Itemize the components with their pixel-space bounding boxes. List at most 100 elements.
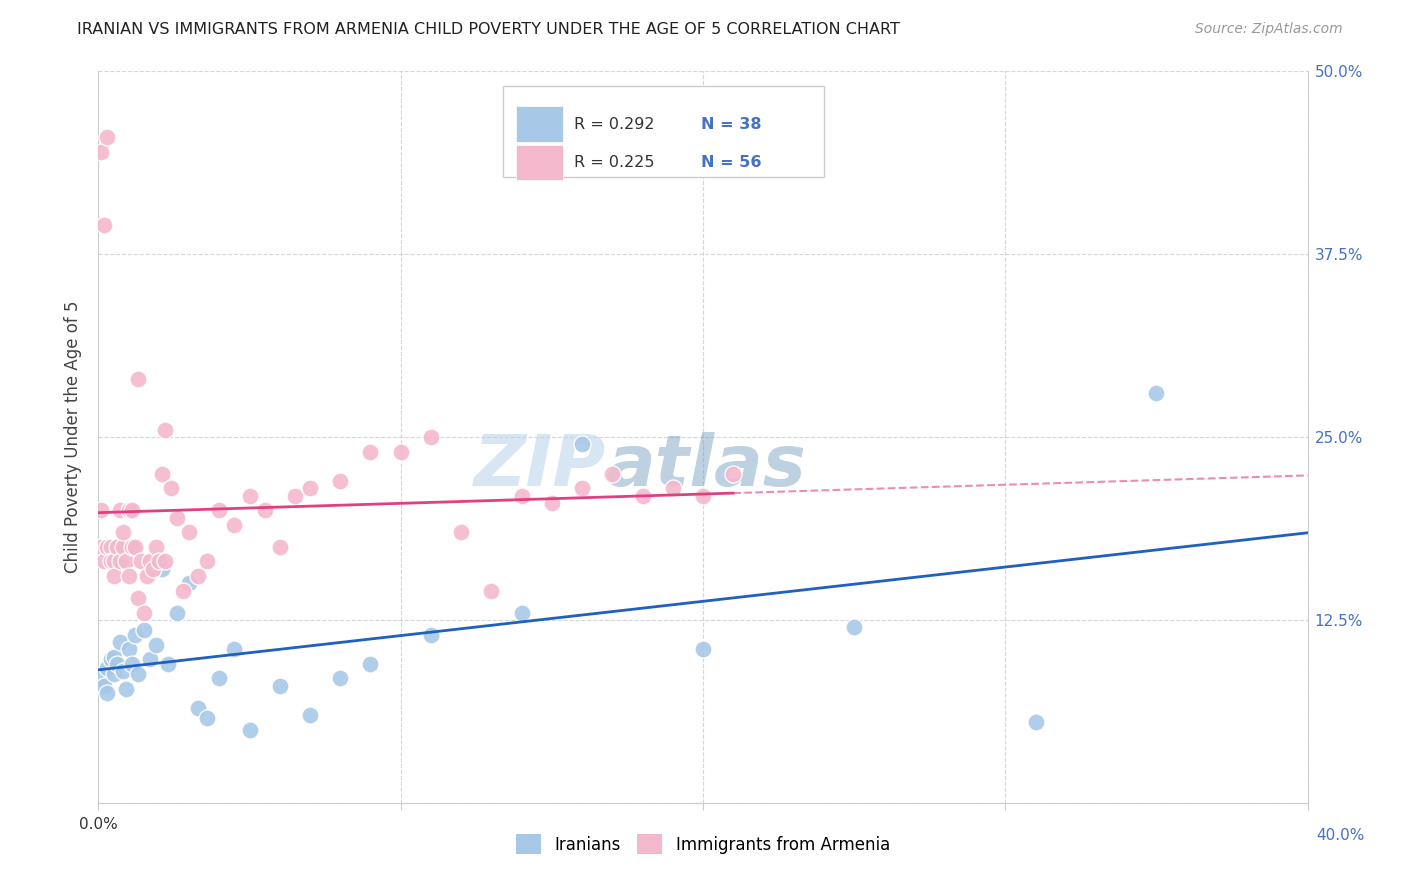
Point (571, 481, 593, 495)
Point (329, 474, 352, 488)
Point (1024, 715, 1046, 730)
Point (139, 554, 162, 568)
Point (148, 554, 170, 568)
Point (481, 583, 503, 598)
Point (172, 583, 194, 598)
Point (844, 620, 866, 634)
Point (105, 540, 128, 554)
Point (269, 679, 291, 693)
Point (150, 467, 173, 481)
Point (299, 481, 322, 495)
Point (329, 672, 352, 686)
Point (124, 540, 146, 554)
Point (118, 503, 141, 517)
Point (510, 489, 533, 503)
Point (150, 562, 173, 576)
Point (166, 606, 188, 620)
Point (166, 510, 188, 524)
Text: ZIP: ZIP (474, 432, 606, 500)
Point (360, 657, 382, 671)
Point (135, 569, 157, 583)
Text: 40.0%: 40.0% (1316, 828, 1364, 843)
Point (121, 657, 143, 671)
Point (187, 700, 209, 714)
Point (108, 635, 131, 649)
Point (153, 554, 176, 568)
Point (124, 627, 146, 641)
Text: R = 0.292: R = 0.292 (574, 117, 654, 131)
Point (121, 540, 143, 554)
Point (195, 711, 218, 725)
Point (389, 444, 412, 458)
Point (103, 649, 125, 664)
Point (129, 554, 152, 568)
Text: IRANIAN VS IMMIGRANTS FROM ARMENIA CHILD POVERTY UNDER THE AGE OF 5 CORRELATION : IRANIAN VS IMMIGRANTS FROM ARMENIA CHILD… (77, 22, 900, 37)
Point (96, 130, 118, 145)
Point (284, 489, 307, 503)
Point (156, 657, 179, 671)
Point (96, 661, 118, 675)
FancyBboxPatch shape (516, 145, 562, 180)
Point (127, 591, 149, 605)
Point (93, 554, 115, 568)
Point (103, 667, 125, 681)
Point (239, 489, 262, 503)
Point (160, 481, 183, 495)
Point (571, 437, 593, 451)
Point (195, 554, 218, 568)
Point (510, 606, 533, 620)
Text: N = 56: N = 56 (700, 155, 761, 170)
Point (93, 679, 115, 693)
Point (450, 525, 472, 540)
Point (90, 540, 112, 554)
FancyBboxPatch shape (516, 106, 562, 142)
Point (540, 496, 562, 510)
Point (103, 569, 125, 583)
Point (420, 430, 443, 444)
Point (111, 540, 134, 554)
Text: N = 38: N = 38 (700, 117, 761, 131)
Point (299, 708, 322, 723)
Point (96, 686, 118, 700)
Point (96, 540, 118, 554)
Point (253, 503, 276, 517)
Point (114, 554, 136, 568)
Point (118, 569, 141, 583)
Text: Source: ZipAtlas.com: Source: ZipAtlas.com (1195, 22, 1343, 37)
Point (121, 503, 143, 517)
Point (132, 606, 155, 620)
Point (108, 503, 131, 517)
Point (139, 652, 162, 666)
Point (103, 554, 125, 568)
Point (145, 540, 167, 554)
Point (692, 489, 714, 503)
Point (661, 481, 683, 495)
Point (692, 642, 714, 657)
Point (90, 503, 112, 517)
Point (1144, 386, 1167, 401)
Point (208, 503, 231, 517)
Point (145, 638, 167, 652)
Point (224, 642, 246, 657)
Point (179, 525, 201, 540)
FancyBboxPatch shape (503, 86, 824, 178)
Point (111, 525, 134, 540)
Point (90, 145, 112, 159)
Point (239, 723, 262, 737)
Point (132, 623, 155, 637)
Point (269, 540, 291, 554)
Point (420, 627, 443, 641)
Point (93, 218, 115, 232)
Point (153, 423, 176, 437)
Point (208, 672, 231, 686)
Point (631, 489, 654, 503)
Point (723, 467, 745, 481)
Text: R = 0.225: R = 0.225 (574, 155, 654, 170)
Point (111, 664, 134, 678)
Point (127, 667, 149, 681)
Point (118, 642, 141, 657)
Point (187, 569, 209, 583)
Legend: Iranians, Immigrants from Armenia: Iranians, Immigrants from Armenia (509, 828, 897, 860)
Point (602, 467, 624, 481)
Point (100, 540, 122, 554)
